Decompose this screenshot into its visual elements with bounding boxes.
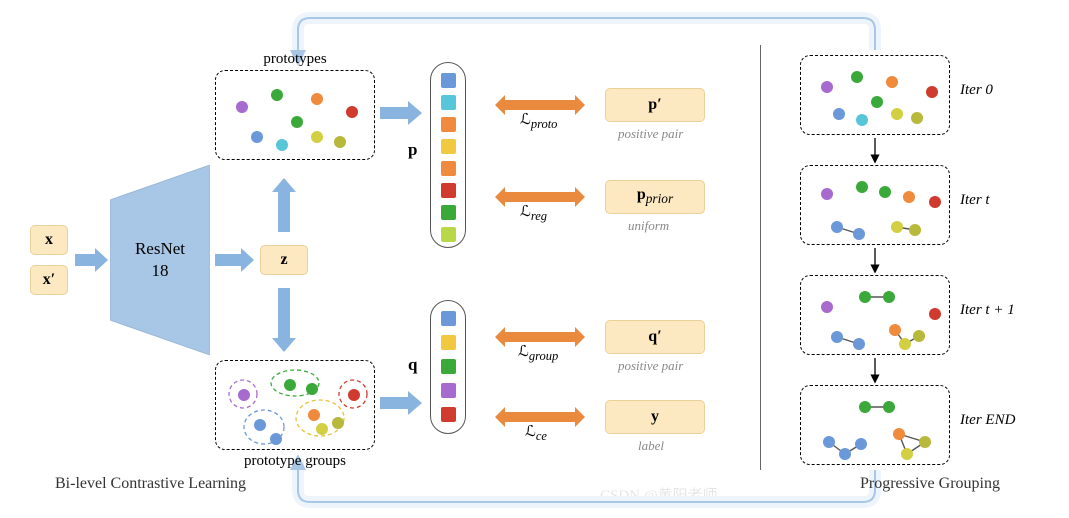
iterend-label: Iter END bbox=[960, 412, 1015, 429]
q-stack bbox=[430, 300, 466, 434]
input-x-label: x bbox=[45, 231, 53, 249]
z-box: z bbox=[260, 245, 308, 275]
dot bbox=[291, 116, 303, 128]
p-square bbox=[441, 139, 456, 154]
p-label: p bbox=[408, 140, 417, 160]
progressive-caption: Progressive Grouping bbox=[860, 475, 1000, 493]
loss-ce: ℒce bbox=[525, 422, 547, 444]
input-x: x bbox=[30, 225, 68, 255]
dot bbox=[311, 93, 323, 105]
input-xprime: x′ bbox=[30, 265, 68, 295]
dot bbox=[346, 106, 358, 118]
p-square bbox=[441, 205, 456, 220]
divider bbox=[760, 45, 761, 470]
q-square bbox=[441, 311, 456, 326]
qprime-caption: positive pair bbox=[618, 358, 683, 374]
loss-group: ℒgroup bbox=[518, 342, 558, 364]
p-square bbox=[441, 183, 456, 198]
q-square bbox=[441, 335, 456, 350]
dot bbox=[332, 417, 344, 429]
loss-proto: ℒproto bbox=[520, 110, 557, 132]
q-square bbox=[441, 383, 456, 398]
dot bbox=[306, 383, 318, 395]
qprime-box: q′ bbox=[605, 320, 705, 354]
p-stack bbox=[430, 62, 466, 248]
prototypes-box bbox=[215, 70, 375, 160]
pg-arrows bbox=[800, 55, 950, 475]
dot bbox=[254, 419, 266, 431]
loss-reg: ℒreg bbox=[520, 202, 547, 224]
y-box: y bbox=[605, 400, 705, 434]
dot bbox=[276, 139, 288, 151]
input-xprime-label: x′ bbox=[43, 271, 56, 289]
p-square bbox=[441, 161, 456, 176]
q-square bbox=[441, 359, 456, 374]
dot bbox=[308, 409, 320, 421]
dot bbox=[348, 389, 360, 401]
pprime-box: p′ bbox=[605, 88, 705, 122]
p-square bbox=[441, 73, 456, 88]
dot bbox=[284, 379, 296, 391]
prototype-groups-title: prototype groups bbox=[215, 452, 375, 470]
pprior-caption: uniform bbox=[628, 218, 669, 234]
p-square bbox=[441, 95, 456, 110]
dot bbox=[316, 423, 328, 435]
y-caption: label bbox=[638, 438, 664, 454]
bilevel-caption: Bi-level Contrastive Learning bbox=[55, 475, 246, 493]
pprime-caption: positive pair bbox=[618, 126, 683, 142]
resnet-label: ResNet 18 bbox=[110, 165, 210, 355]
dot bbox=[334, 136, 346, 148]
dot bbox=[270, 433, 282, 445]
dot bbox=[311, 131, 323, 143]
dot bbox=[271, 89, 283, 101]
dot bbox=[238, 389, 250, 401]
iter0-label: Iter 0 bbox=[960, 82, 993, 99]
prototypes-title: prototypes bbox=[215, 50, 375, 68]
dot bbox=[251, 131, 263, 143]
p-square bbox=[441, 117, 456, 132]
prototype-groups-box bbox=[215, 360, 375, 450]
pprior-box: pprior bbox=[605, 180, 705, 214]
itert1-label: Iter t + 1 bbox=[960, 302, 1015, 319]
itert-label: Iter t bbox=[960, 192, 990, 209]
q-square bbox=[441, 407, 456, 422]
p-square bbox=[441, 227, 456, 242]
dot bbox=[236, 101, 248, 113]
q-label: q bbox=[408, 355, 417, 375]
z-label: z bbox=[280, 251, 287, 269]
